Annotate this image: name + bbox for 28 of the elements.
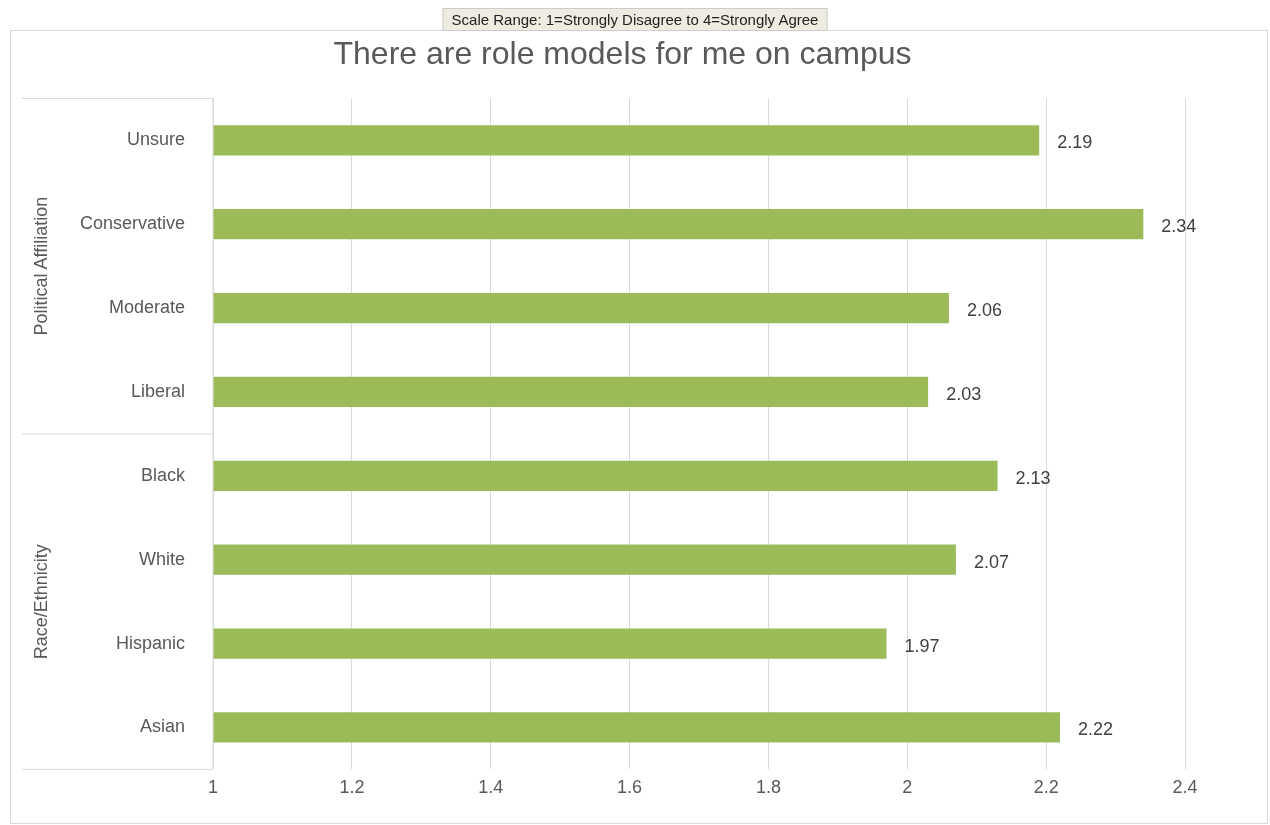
x-tick-label: 1.8 [755,777,781,798]
y-tick-label: Conservative [80,213,186,234]
x-tick-label: 1 [208,777,219,798]
y-tick-label: Black [141,464,187,485]
data-label: 2.19 [1057,132,1093,153]
x-tick-label: 1.2 [339,777,365,798]
y-tick-label: Asian [140,716,186,737]
x-tick-label: 2.2 [1033,777,1059,798]
x-tick-label: 2.4 [1172,777,1198,798]
data-label: 2.07 [973,551,1009,572]
data-label: 2.34 [1161,216,1197,237]
data-label: 2.03 [946,383,982,404]
y-tick-label: Hispanic [116,632,186,653]
x-tick-label: 1.6 [617,777,643,798]
y-tick-label: Liberal [131,380,186,401]
y-tick-label: Moderate [109,297,186,318]
data-label: 2.06 [966,300,1002,321]
x-tick-label: 1.4 [478,777,504,798]
chart-title: There are role models for me on campus [333,35,912,72]
data-label: 1.97 [904,635,940,656]
y-tick-label: White [139,548,186,569]
text: Scale Range: 1=Strongly Disagree to 4=Strongly Agree [442,8,828,31]
data-label: 2.13 [1015,467,1051,488]
data-label: 2.22 [1078,719,1114,740]
x-tick-label: 2 [902,777,913,798]
y-tick-label: Unsure [127,129,186,150]
text: Political Affiliation [30,196,51,336]
text: Race/Ethnicity [30,544,51,660]
